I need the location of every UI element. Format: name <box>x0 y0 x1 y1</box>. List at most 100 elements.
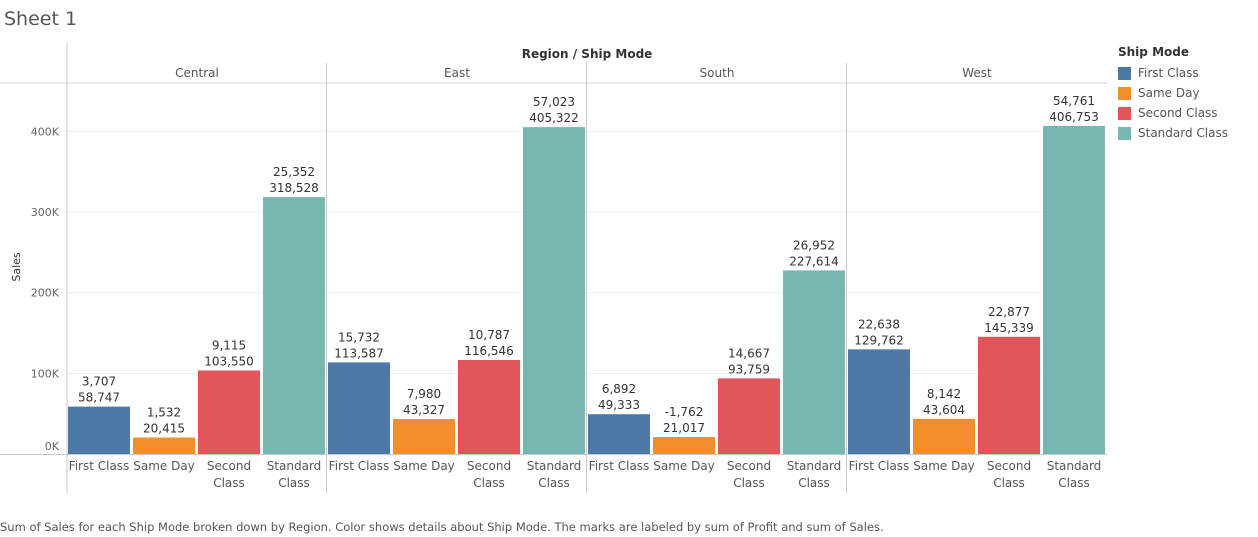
x-tick-label: Class <box>798 476 830 490</box>
bar <box>458 360 520 454</box>
sales-label: 227,614 <box>789 254 839 268</box>
x-tick-label: Class <box>993 476 1025 490</box>
legend-swatch-standard-class <box>1118 126 1131 140</box>
sales-label: 116,546 <box>464 344 514 358</box>
x-tick-label: Same Day <box>133 459 195 473</box>
region-header: West <box>962 66 992 80</box>
chart-title: Region / Ship Mode <box>522 47 653 61</box>
bar <box>68 406 130 454</box>
y-tick-label: 300K <box>31 206 60 219</box>
y-axis-label: Sales <box>10 252 23 282</box>
y-tick-label: 0K <box>45 440 60 453</box>
x-tick-label: First Class <box>69 459 130 473</box>
bar <box>913 418 975 454</box>
legend-swatch-second-class <box>1118 106 1131 120</box>
bar <box>198 370 260 454</box>
bar <box>653 437 715 454</box>
legend-label: First Class <box>1138 66 1199 80</box>
sales-label: 129,762 <box>854 333 904 347</box>
x-tick-label: Class <box>213 476 245 490</box>
bar-chart: Region / Ship Mode 0K 100K 200K 300K 400K Sale… <box>0 43 1107 493</box>
x-tick-label: First Class <box>329 459 390 473</box>
profit-label: 15,732 <box>338 330 380 344</box>
profit-label: 22,877 <box>988 305 1030 319</box>
x-tick-label: Class <box>733 476 765 490</box>
profit-label: 9,115 <box>212 338 246 352</box>
bar <box>133 437 195 454</box>
y-tick-label: 200K <box>31 287 60 300</box>
profit-label: 14,667 <box>728 346 770 360</box>
sales-label: 58,747 <box>78 391 120 405</box>
sheet-title: Sheet 1 <box>4 8 78 30</box>
sales-label: 103,550 <box>204 354 254 368</box>
profit-label: 22,638 <box>858 317 900 331</box>
sales-label: 49,333 <box>598 398 640 412</box>
legend-item-same-day[interactable]: Same Day <box>1118 83 1228 103</box>
profit-label: -1,762 <box>665 405 704 419</box>
profit-label: 10,787 <box>468 328 510 342</box>
legend-item-standard-class[interactable]: Standard Class <box>1118 123 1228 143</box>
profit-label: 3,707 <box>82 375 116 389</box>
x-tick-label: Class <box>538 476 570 490</box>
legend-label: Same Day <box>1138 86 1200 100</box>
sales-label: 20,415 <box>143 422 185 436</box>
x-tick-label: First Class <box>849 459 910 473</box>
profit-label: 6,892 <box>602 382 636 396</box>
sales-label: 93,759 <box>728 362 770 376</box>
profit-label: 8,142 <box>927 387 961 401</box>
x-tick-label: First Class <box>589 459 650 473</box>
legend-label: Standard Class <box>1138 126 1228 140</box>
bar <box>523 127 585 454</box>
chart-caption: Sum of Sales for each Ship Mode broken d… <box>0 520 884 534</box>
region-header: East <box>444 66 470 80</box>
sales-label: 21,017 <box>663 421 705 435</box>
sales-label: 405,322 <box>529 111 579 125</box>
profit-label: 7,980 <box>407 387 441 401</box>
profit-label: 25,352 <box>273 165 315 179</box>
bar <box>328 362 390 454</box>
y-tick-label: 100K <box>31 367 60 380</box>
sales-label: 145,339 <box>984 321 1034 335</box>
x-tick-label: Standard <box>1047 459 1102 473</box>
bar <box>1043 125 1105 455</box>
x-tick-label: Second <box>207 459 251 473</box>
legend-swatch-same-day <box>1118 86 1131 100</box>
x-tick-label: Second <box>467 459 511 473</box>
bar <box>848 349 910 454</box>
x-tick-label: Standard <box>267 459 322 473</box>
profit-label: 1,532 <box>147 406 181 420</box>
bar <box>263 197 325 454</box>
profit-label: 54,761 <box>1053 94 1095 108</box>
profit-label: 26,952 <box>793 238 835 252</box>
bar <box>393 419 455 454</box>
region-header: Central <box>175 66 219 80</box>
legend-title: Ship Mode <box>1118 45 1189 59</box>
bar <box>783 270 845 454</box>
legend-label: Second Class <box>1138 106 1218 120</box>
bar <box>718 378 780 454</box>
x-tick-label: Class <box>278 476 310 490</box>
x-tick-label: Same Day <box>653 459 715 473</box>
x-tick-label: Standard <box>527 459 582 473</box>
x-tick-label: Same Day <box>913 459 975 473</box>
x-tick-label: Class <box>473 476 505 490</box>
legend: Ship Mode First Class Same Day Second Cl… <box>1118 45 1228 143</box>
legend-item-first-class[interactable]: First Class <box>1118 63 1228 83</box>
bar <box>588 414 650 454</box>
profit-label: 57,023 <box>533 95 575 109</box>
sales-label: 43,604 <box>923 403 965 417</box>
sales-label: 406,753 <box>1049 110 1099 124</box>
sales-label: 318,528 <box>269 181 319 195</box>
sales-label: 43,327 <box>403 403 445 417</box>
region-header: South <box>700 66 735 80</box>
x-tick-label: Same Day <box>393 459 455 473</box>
x-tick-label: Second <box>987 459 1031 473</box>
x-tick-label: Standard <box>787 459 842 473</box>
legend-item-second-class[interactable]: Second Class <box>1118 103 1228 123</box>
sales-label: 113,587 <box>334 346 384 360</box>
x-tick-label: Second <box>727 459 771 473</box>
y-tick-label: 400K <box>31 125 60 138</box>
legend-swatch-first-class <box>1118 66 1131 80</box>
bar <box>978 336 1040 454</box>
x-tick-label: Class <box>1058 476 1090 490</box>
